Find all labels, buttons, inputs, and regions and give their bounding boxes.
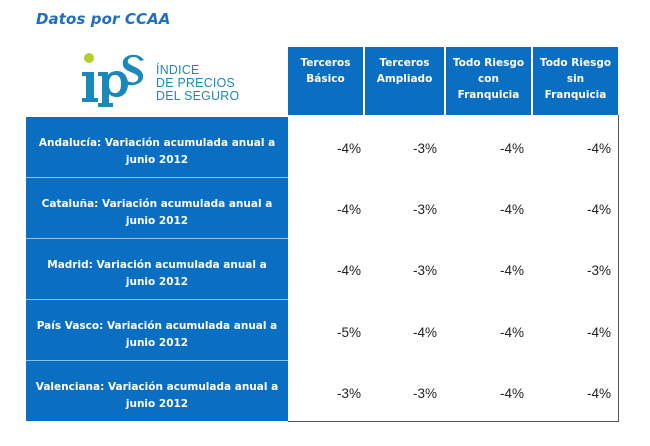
table-cell: -3% xyxy=(412,141,437,156)
column-header-todo-riesgo-con-franquicia: Todo Riesgo con Franquicia xyxy=(446,47,533,115)
table-row: -3% -3% -4% -4% xyxy=(288,360,618,421)
data-table: -4% -3% -4% -4% -4% -3% -4% -4% -4% -3% … xyxy=(288,115,619,422)
table-cell: -4% xyxy=(336,263,361,279)
table-cell: -4% xyxy=(499,263,524,279)
column-header-line: sin xyxy=(566,73,585,85)
table-row: -4% -3% -4% -4% xyxy=(288,115,618,176)
column-header-line: Ampliado xyxy=(376,73,433,85)
row-header-valenciana: Valenciana: Variación acumulada anual a … xyxy=(35,381,279,410)
logo-line-3: DEL SEGURO xyxy=(156,88,240,103)
table-cell: -3% xyxy=(586,263,611,279)
table-cell: -4% xyxy=(499,385,524,401)
ips-logo: ÍNDICE DE PRECIOS DEL SEGURO xyxy=(80,50,280,110)
logo-line-2: DE PRECIOS xyxy=(156,75,236,90)
ips-logo-icon xyxy=(82,53,144,107)
column-header-line: Franquicia xyxy=(457,89,520,101)
table-row: -5% -4% -4% -4% xyxy=(288,299,618,360)
table-cell: -4% xyxy=(336,141,361,156)
column-header-terceros-basico: Terceros Básico xyxy=(288,47,365,115)
column-header-line: Terceros xyxy=(300,57,351,69)
column-header-terceros-ampliado: Terceros Ampliado xyxy=(365,47,446,115)
row-header-pais-vasco: País Vasco: Variación acumulada anual a … xyxy=(26,300,288,361)
column-header-line: Todo Riesgo xyxy=(452,57,525,69)
column-header-line: Básico xyxy=(306,73,345,85)
column-headers: Terceros Básico Terceros Ampliado Todo R… xyxy=(288,47,618,115)
table-cell: -4% xyxy=(499,141,524,156)
table-cell: -5% xyxy=(336,324,361,340)
table-row: -4% -3% -4% -3% xyxy=(288,237,618,298)
table-cell: -4% xyxy=(586,324,611,340)
table-cell: -3% xyxy=(412,263,437,279)
column-header-line: Terceros xyxy=(379,57,430,69)
page-title: Datos por CCAA xyxy=(36,10,171,28)
row-header-madrid: Madrid: Variación acumulada anual a juni… xyxy=(26,239,288,300)
column-header-line: con xyxy=(478,73,499,85)
table-cell: -4% xyxy=(586,385,611,401)
row-header-cataluna: Cataluña: Variación acumulada anual a ju… xyxy=(26,178,288,239)
column-header-todo-riesgo-sin-franquicia: Todo Riesgo sin Franquicia xyxy=(533,47,618,115)
table-cell: -4% xyxy=(586,141,611,156)
table-cell: -4% xyxy=(412,324,437,340)
row-headers: Andalucía: Variación acumulada anual a j… xyxy=(26,117,288,421)
table-cell: -3% xyxy=(412,202,437,218)
table-cell: -4% xyxy=(499,202,524,218)
ips-logo-text: ÍNDICE DE PRECIOS DEL SEGURO xyxy=(156,63,239,102)
logo-line-1: ÍNDICE xyxy=(156,62,200,77)
column-header-line: Franquicia xyxy=(544,89,607,101)
table-row: -4% -3% -4% -4% xyxy=(288,176,618,237)
table-cell: -3% xyxy=(412,385,437,401)
table-cell: -4% xyxy=(499,324,524,340)
table-cell: -4% xyxy=(336,202,361,218)
table-cell: -3% xyxy=(336,385,361,401)
row-header-andalucia: Andalucía: Variación acumulada anual a j… xyxy=(26,117,288,178)
column-header-line: Todo Riesgo xyxy=(539,57,612,69)
table-cell: -4% xyxy=(586,202,611,218)
